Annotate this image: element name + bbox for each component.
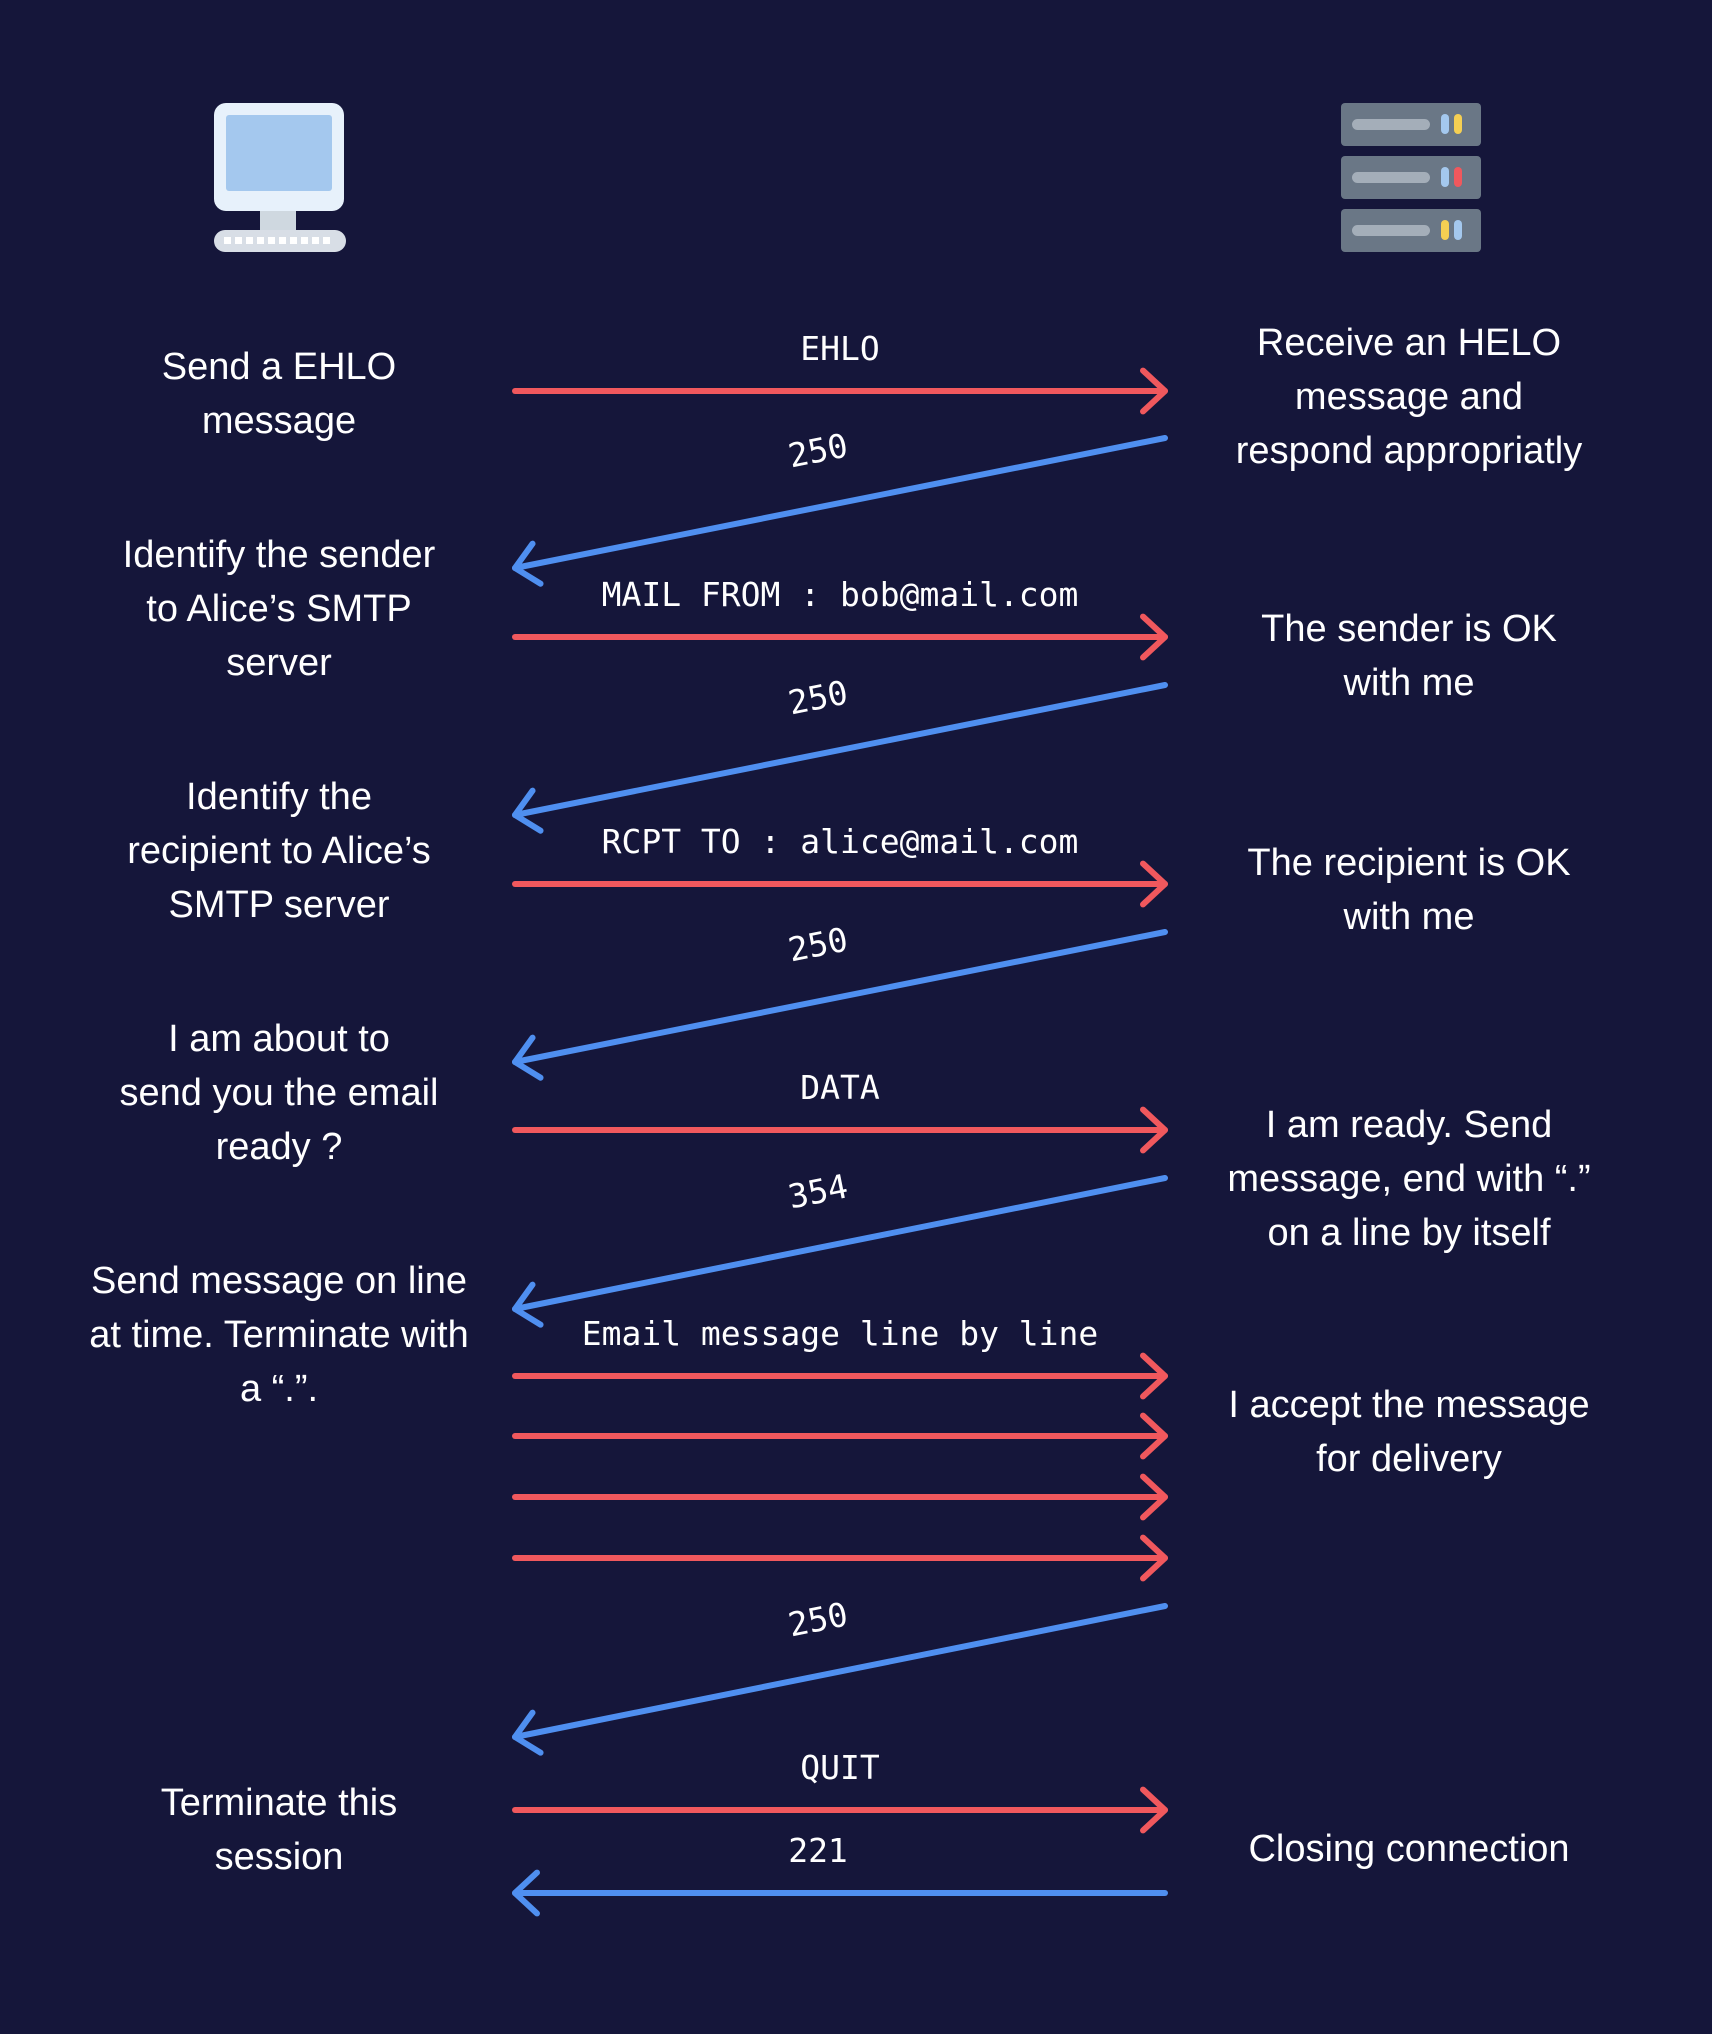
message-label: QUIT: [800, 1748, 880, 1787]
request-arrow: [512, 1473, 1168, 1521]
request-arrow: [512, 1106, 1168, 1154]
message-label: 221: [788, 1831, 848, 1870]
client-step-quit: Terminate this session: [160, 1782, 398, 1878]
response-arrow: [512, 682, 1168, 834]
message-label: RCPT TO : alice@mail.com: [601, 822, 1079, 861]
message-label: DATA: [800, 1068, 880, 1107]
request-arrow: [512, 1534, 1168, 1582]
request-arrow: [512, 1352, 1168, 1400]
request-arrow: [512, 860, 1168, 908]
request-arrow: [512, 367, 1168, 415]
message-label: EHLO: [800, 329, 880, 368]
request-arrow: [512, 613, 1168, 661]
server-step-closing: Closing connection: [1248, 1828, 1570, 1870]
message-label: MAIL FROM : bob@mail.com: [601, 575, 1079, 614]
client-step-send-message: Send message on line at time. Terminate …: [89, 1260, 469, 1410]
client-step-mail-from: Identify the sender to Alice’s SMTP serv…: [122, 534, 436, 684]
server-step-recipient-ok: The recipient is OK with me: [1247, 842, 1571, 938]
request-arrow: [512, 1412, 1168, 1460]
server-step-helo: Receive an HELO message and respond appr…: [1235, 322, 1583, 472]
client-step-ehlo: Send a EHLO message: [161, 346, 397, 442]
desktop-computer-icon: [214, 103, 346, 252]
server-step-accept: I accept the message for delivery: [1228, 1384, 1590, 1480]
response-arrow: [512, 1869, 1168, 1917]
request-arrow: [512, 1786, 1168, 1834]
message-label: Email message line by line: [581, 1314, 1099, 1353]
response-arrow: [512, 1603, 1168, 1756]
server-step-ready: I am ready. Send message, end with “.” o…: [1227, 1104, 1591, 1254]
response-arrow: [512, 1175, 1168, 1328]
response-arrow: [512, 435, 1168, 587]
client-step-rcpt-to: Identify the recipient to Alice’s SMTP s…: [127, 776, 431, 926]
response-arrow: [512, 929, 1168, 1081]
client-step-data: I am about to send you the email ready ?: [119, 1018, 439, 1168]
server-rack-icon: [1341, 103, 1481, 252]
server-step-sender-ok: The sender is OK with me: [1261, 608, 1557, 704]
